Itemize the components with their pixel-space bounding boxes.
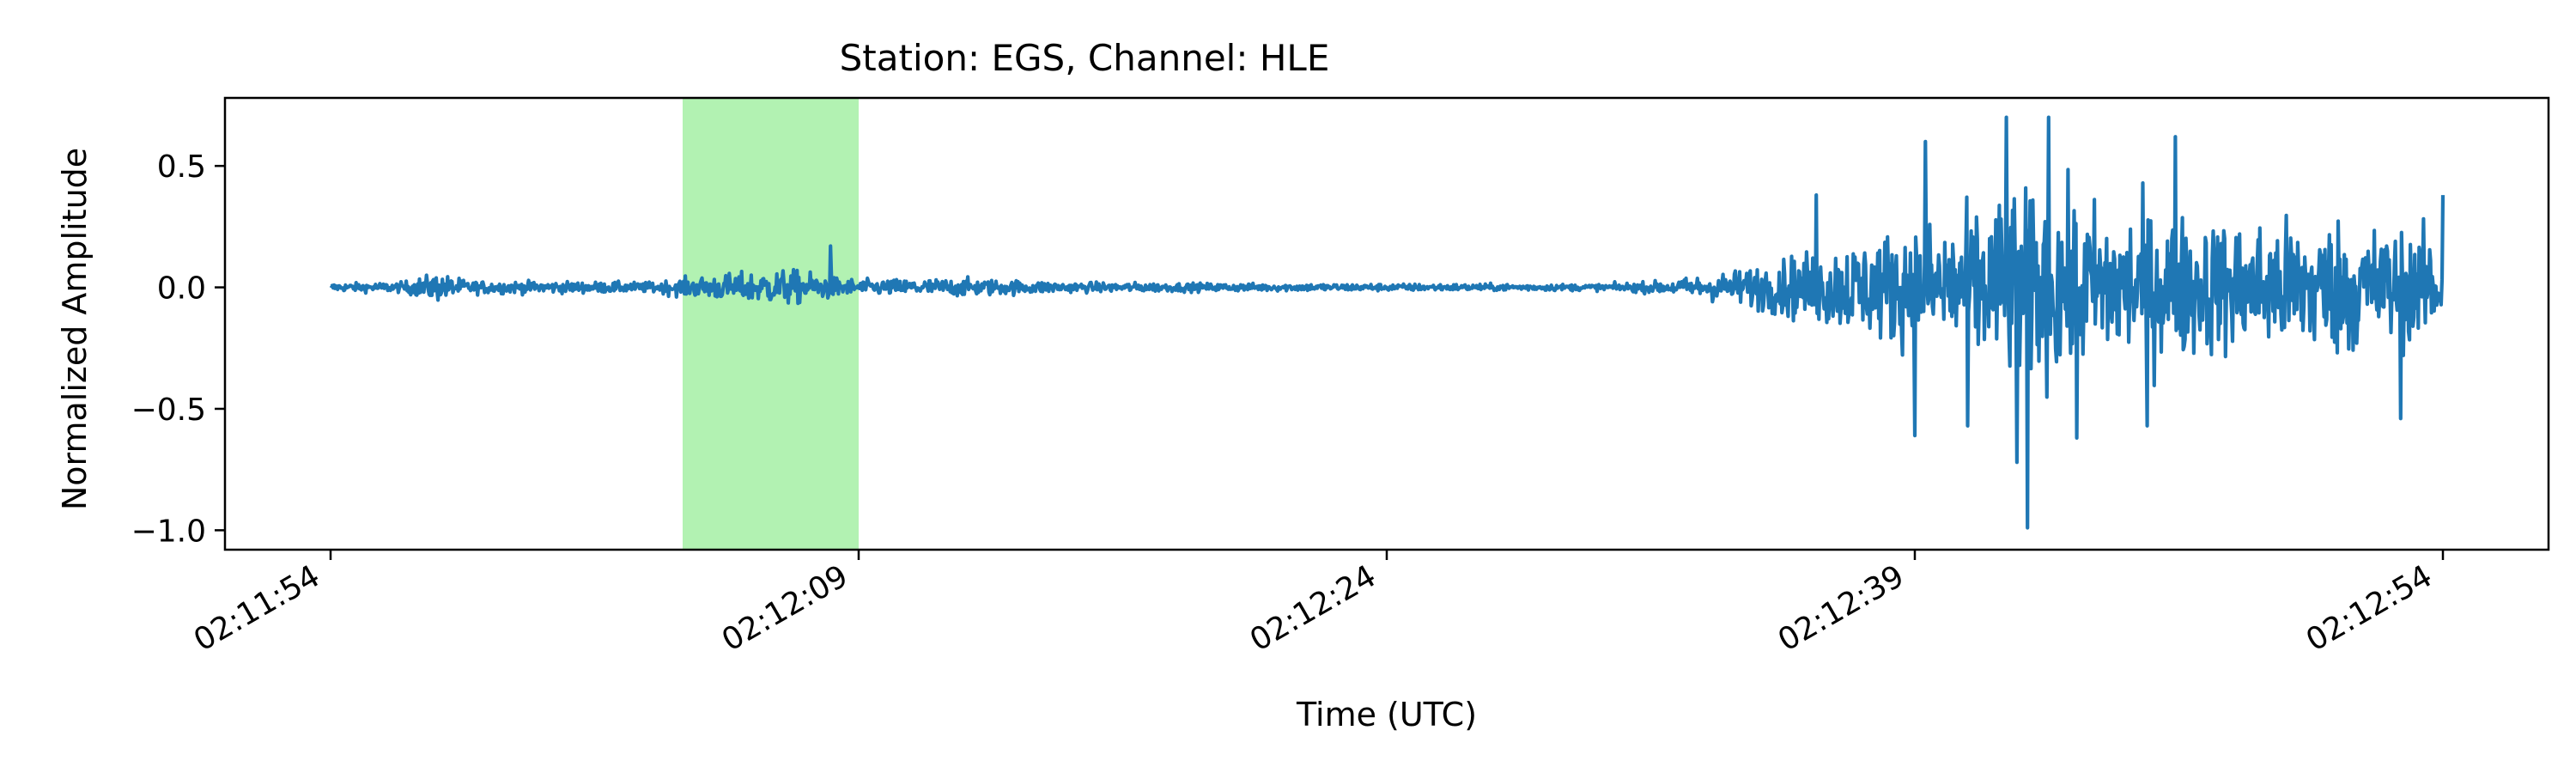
x-tick-label: 02:12:24 xyxy=(1244,558,1382,658)
y-axis-label: Normalized Amplitude xyxy=(56,148,94,510)
x-tick-label: 02:12:54 xyxy=(2300,558,2439,658)
waveform-line xyxy=(329,115,2445,530)
x-axis-label: Time (UTC) xyxy=(1296,696,1477,733)
x-tick-label: 02:12:39 xyxy=(1772,558,1911,658)
x-tick-label: 02:12:09 xyxy=(716,558,854,658)
plot-area: 02:11:54 02:12:09 02:12:24 02:12:39 02:12:54… xyxy=(131,96,2550,659)
y-tick-label: 0.5 xyxy=(157,149,206,185)
y-tick-label: −1.0 xyxy=(131,514,206,549)
highlight-band xyxy=(683,98,859,550)
x-tick-label: 02:11:54 xyxy=(188,558,326,658)
y-tick-label: −0.5 xyxy=(131,393,206,428)
chart-title: Station: EGS, Channel: HLE xyxy=(840,37,1330,79)
y-tick-label: 0.0 xyxy=(157,271,206,307)
